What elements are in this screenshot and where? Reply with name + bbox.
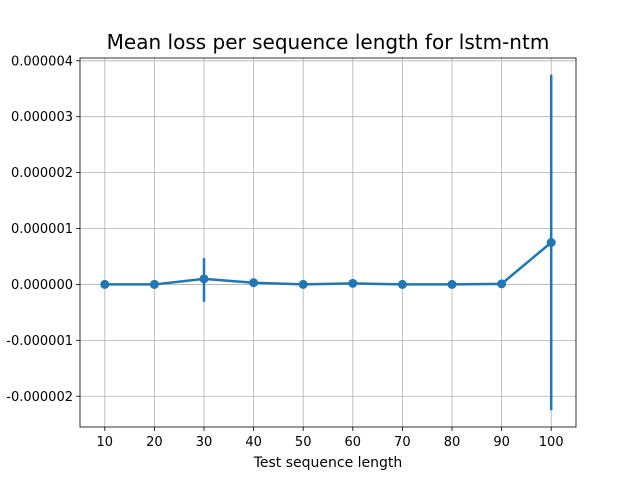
y-tick-label: -0.000001 (6, 334, 73, 349)
x-tick-label: 20 (146, 435, 163, 450)
data-point (546, 238, 556, 247)
x-axis: 10 20 30 40 50 60 70 80 90 100 (97, 427, 564, 450)
data-point (397, 279, 407, 289)
x-tick-label: 100 (539, 435, 564, 450)
plot-frame (79, 57, 577, 428)
grid (80, 58, 576, 427)
x-tick-label: 40 (245, 435, 262, 450)
data-point (348, 278, 358, 288)
y-tick-label: 0.000000 (11, 278, 73, 293)
y-axis: 0.000004 0.000003 0.000002 0.000001 0.000000… (6, 54, 80, 405)
y-tick-label: 0.000004 (11, 54, 73, 69)
x-tick-label: 90 (493, 435, 510, 450)
data-point (298, 279, 308, 289)
x-tick-label: 80 (444, 435, 461, 450)
y-tick-label: 0.000001 (11, 222, 73, 237)
data-point (100, 279, 110, 289)
error-bars (202, 74, 553, 411)
y-tick-label: 0.000002 (11, 166, 73, 181)
data-point (149, 279, 159, 289)
x-tick-label: 60 (345, 435, 362, 450)
x-tick-label: 30 (196, 435, 213, 450)
series-line (104, 241, 553, 286)
data-point (497, 279, 507, 289)
x-tick-label: 50 (295, 435, 312, 450)
series (100, 238, 556, 289)
y-tick-label: -0.000002 (6, 390, 73, 405)
x-tick-label: 10 (97, 435, 114, 450)
data-point (199, 274, 209, 284)
data-point (249, 278, 259, 288)
x-tick-label: 70 (394, 435, 411, 450)
data-point (447, 279, 457, 289)
chart-title: Mean loss per sequence length for lstm-n… (107, 30, 550, 54)
plot-border (79, 57, 577, 428)
y-tick-label: 0.000003 (11, 110, 73, 125)
x-axis-title: Test sequence length (253, 455, 403, 471)
